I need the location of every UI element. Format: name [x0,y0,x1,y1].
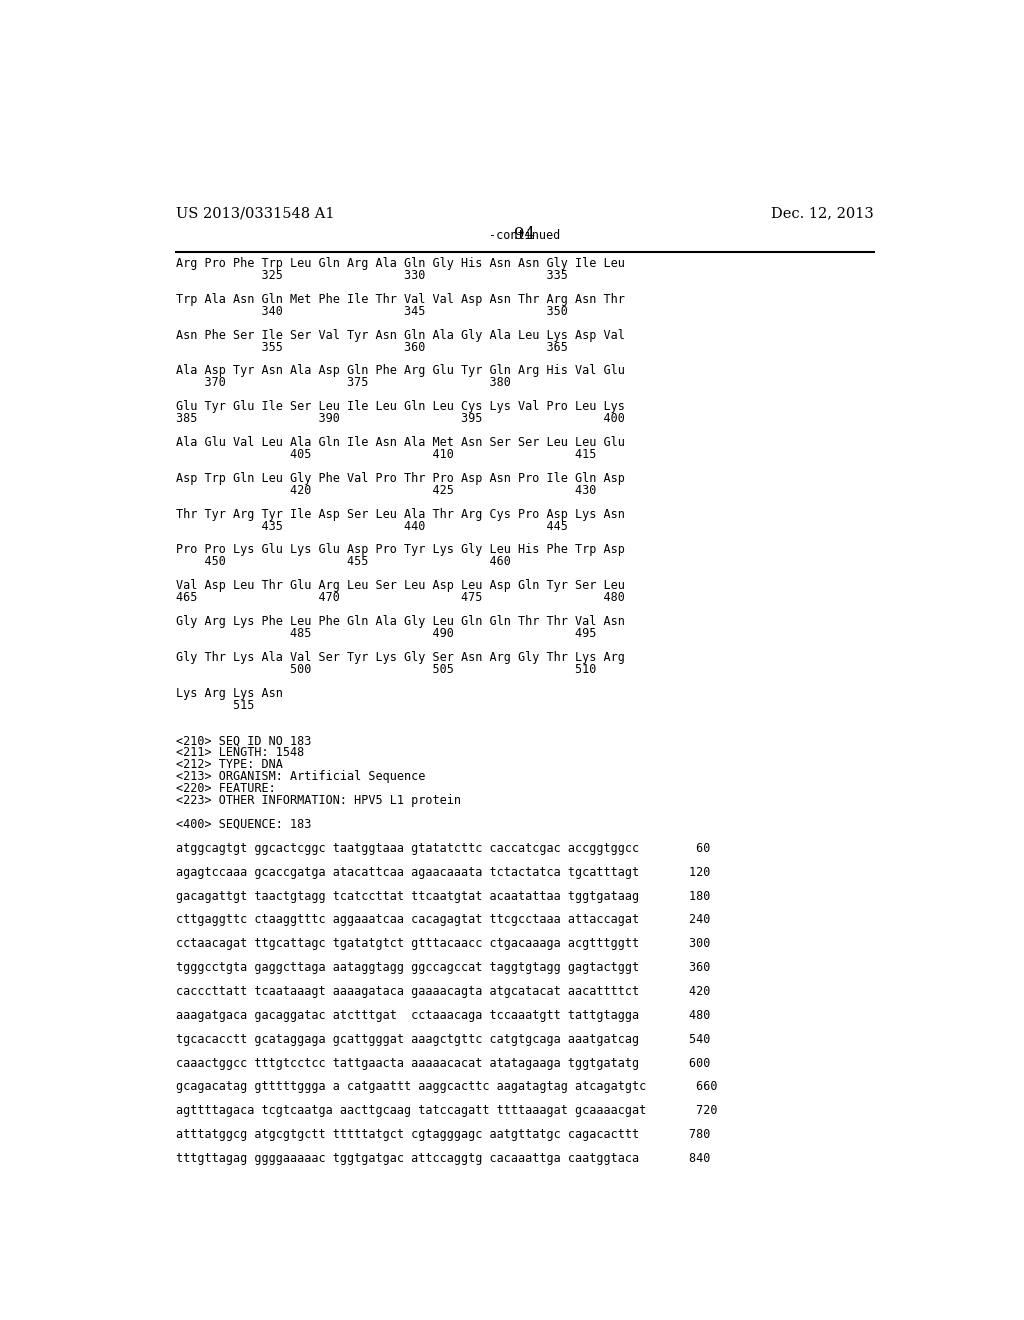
Text: 465                 470                 475                 480: 465 470 475 480 [176,591,625,605]
Text: <220> FEATURE:: <220> FEATURE: [176,781,275,795]
Text: 385                 390                 395                 400: 385 390 395 400 [176,412,625,425]
Text: tttgttagag ggggaaaaac tggtgatgac attccaggtg cacaaattga caatggtaca       840: tttgttagag ggggaaaaac tggtgatgac attccag… [176,1152,711,1166]
Text: 435                 440                 445: 435 440 445 [176,520,568,532]
Text: gacagattgt taactgtagg tcatccttat ttcaatgtat acaatattaa tggtgataag       180: gacagattgt taactgtagg tcatccttat ttcaatg… [176,890,711,903]
Text: <400> SEQUENCE: 183: <400> SEQUENCE: 183 [176,818,311,830]
Text: 94: 94 [514,226,536,243]
Text: tgggcctgta gaggcttaga aataggtagg ggccagccat taggtgtagg gagtactggt       360: tgggcctgta gaggcttaga aataggtagg ggccagc… [176,961,711,974]
Text: Asp Trp Gln Leu Gly Phe Val Pro Thr Pro Asp Asn Pro Ile Gln Asp: Asp Trp Gln Leu Gly Phe Val Pro Thr Pro … [176,471,625,484]
Text: -continued: -continued [489,228,560,242]
Text: agagtccaaa gcaccgatga atacattcaa agaacaaata tctactatca tgcatttagt       120: agagtccaaa gcaccgatga atacattcaa agaacaa… [176,866,711,879]
Text: 515: 515 [176,698,254,711]
Text: 370                 375                 380: 370 375 380 [176,376,511,389]
Text: 500                 505                 510: 500 505 510 [176,663,596,676]
Text: Gly Thr Lys Ala Val Ser Tyr Lys Gly Ser Asn Arg Gly Thr Lys Arg: Gly Thr Lys Ala Val Ser Tyr Lys Gly Ser … [176,651,625,664]
Text: 450                 455                 460: 450 455 460 [176,556,511,569]
Text: atttatggcg atgcgtgctt tttttatgct cgtagggagc aatgttatgc cagacacttt       780: atttatggcg atgcgtgctt tttttatgct cgtaggg… [176,1129,711,1142]
Text: cacccttatt tcaataaagt aaaagataca gaaaacagta atgcatacat aacattttct       420: cacccttatt tcaataaagt aaaagataca gaaaaca… [176,985,711,998]
Text: Pro Pro Lys Glu Lys Glu Asp Pro Tyr Lys Gly Leu His Phe Trp Asp: Pro Pro Lys Glu Lys Glu Asp Pro Tyr Lys … [176,544,625,557]
Text: 485                 490                 495: 485 490 495 [176,627,596,640]
Text: caaactggcc tttgtcctcc tattgaacta aaaaacacat atatagaaga tggtgatatg       600: caaactggcc tttgtcctcc tattgaacta aaaaaca… [176,1056,711,1069]
Text: 340                 345                 350: 340 345 350 [176,305,568,318]
Text: cttgaggttc ctaaggtttc aggaaatcaa cacagagtat ttcgcctaaa attaccagat       240: cttgaggttc ctaaggtttc aggaaatcaa cacagag… [176,913,711,927]
Text: <211> LENGTH: 1548: <211> LENGTH: 1548 [176,746,304,759]
Text: 355                 360                 365: 355 360 365 [176,341,568,354]
Text: <210> SEQ ID NO 183: <210> SEQ ID NO 183 [176,734,311,747]
Text: Dec. 12, 2013: Dec. 12, 2013 [771,206,873,220]
Text: gcagacatag gtttttggga a catgaattt aaggcacttc aagatagtag atcagatgtc       660: gcagacatag gtttttggga a catgaattt aaggca… [176,1081,718,1093]
Text: Ala Glu Val Leu Ala Gln Ile Asn Ala Met Asn Ser Ser Leu Leu Glu: Ala Glu Val Leu Ala Gln Ile Asn Ala Met … [176,436,625,449]
Text: 420                 425                 430: 420 425 430 [176,483,596,496]
Text: <223> OTHER INFORMATION: HPV5 L1 protein: <223> OTHER INFORMATION: HPV5 L1 protein [176,795,461,807]
Text: US 2013/0331548 A1: US 2013/0331548 A1 [176,206,335,220]
Text: atggcagtgt ggcactcggc taatggtaaa gtatatcttc caccatcgac accggtggcc        60: atggcagtgt ggcactcggc taatggtaaa gtatatc… [176,842,711,855]
Text: Asn Phe Ser Ile Ser Val Tyr Asn Gln Ala Gly Ala Leu Lys Asp Val: Asn Phe Ser Ile Ser Val Tyr Asn Gln Ala … [176,329,625,342]
Text: Ala Asp Tyr Asn Ala Asp Gln Phe Arg Glu Tyr Gln Arg His Val Glu: Ala Asp Tyr Asn Ala Asp Gln Phe Arg Glu … [176,364,625,378]
Text: Thr Tyr Arg Tyr Ile Asp Ser Leu Ala Thr Arg Cys Pro Asp Lys Asn: Thr Tyr Arg Tyr Ile Asp Ser Leu Ala Thr … [176,508,625,520]
Text: 325                 330                 335: 325 330 335 [176,269,568,282]
Text: Lys Arg Lys Asn: Lys Arg Lys Asn [176,686,283,700]
Text: Glu Tyr Glu Ile Ser Leu Ile Leu Gln Leu Cys Lys Val Pro Leu Lys: Glu Tyr Glu Ile Ser Leu Ile Leu Gln Leu … [176,400,625,413]
Text: tgcacacctt gcataggaga gcattgggat aaagctgttc catgtgcaga aaatgatcag       540: tgcacacctt gcataggaga gcattgggat aaagctg… [176,1032,711,1045]
Text: Gly Arg Lys Phe Leu Phe Gln Ala Gly Leu Gln Gln Thr Thr Val Asn: Gly Arg Lys Phe Leu Phe Gln Ala Gly Leu … [176,615,625,628]
Text: Val Asp Leu Thr Glu Arg Leu Ser Leu Asp Leu Asp Gln Tyr Ser Leu: Val Asp Leu Thr Glu Arg Leu Ser Leu Asp … [176,579,625,593]
Text: Arg Pro Phe Trp Leu Gln Arg Ala Gln Gly His Asn Asn Gly Ile Leu: Arg Pro Phe Trp Leu Gln Arg Ala Gln Gly … [176,257,625,271]
Text: Trp Ala Asn Gln Met Phe Ile Thr Val Val Asp Asn Thr Arg Asn Thr: Trp Ala Asn Gln Met Phe Ile Thr Val Val … [176,293,625,306]
Text: <213> ORGANISM: Artificial Sequence: <213> ORGANISM: Artificial Sequence [176,770,425,783]
Text: agttttagaca tcgtcaatga aacttgcaag tatccagatt ttttaaagat gcaaaacgat       720: agttttagaca tcgtcaatga aacttgcaag tatcca… [176,1105,718,1117]
Text: aaagatgaca gacaggatac atctttgat  cctaaacaga tccaaatgtt tattgtagga       480: aaagatgaca gacaggatac atctttgat cctaaaca… [176,1008,711,1022]
Text: 405                 410                 415: 405 410 415 [176,447,596,461]
Text: cctaacagat ttgcattagc tgatatgtct gtttacaacc ctgacaaaga acgtttggtt       300: cctaacagat ttgcattagc tgatatgtct gtttaca… [176,937,711,950]
Text: <212> TYPE: DNA: <212> TYPE: DNA [176,758,283,771]
